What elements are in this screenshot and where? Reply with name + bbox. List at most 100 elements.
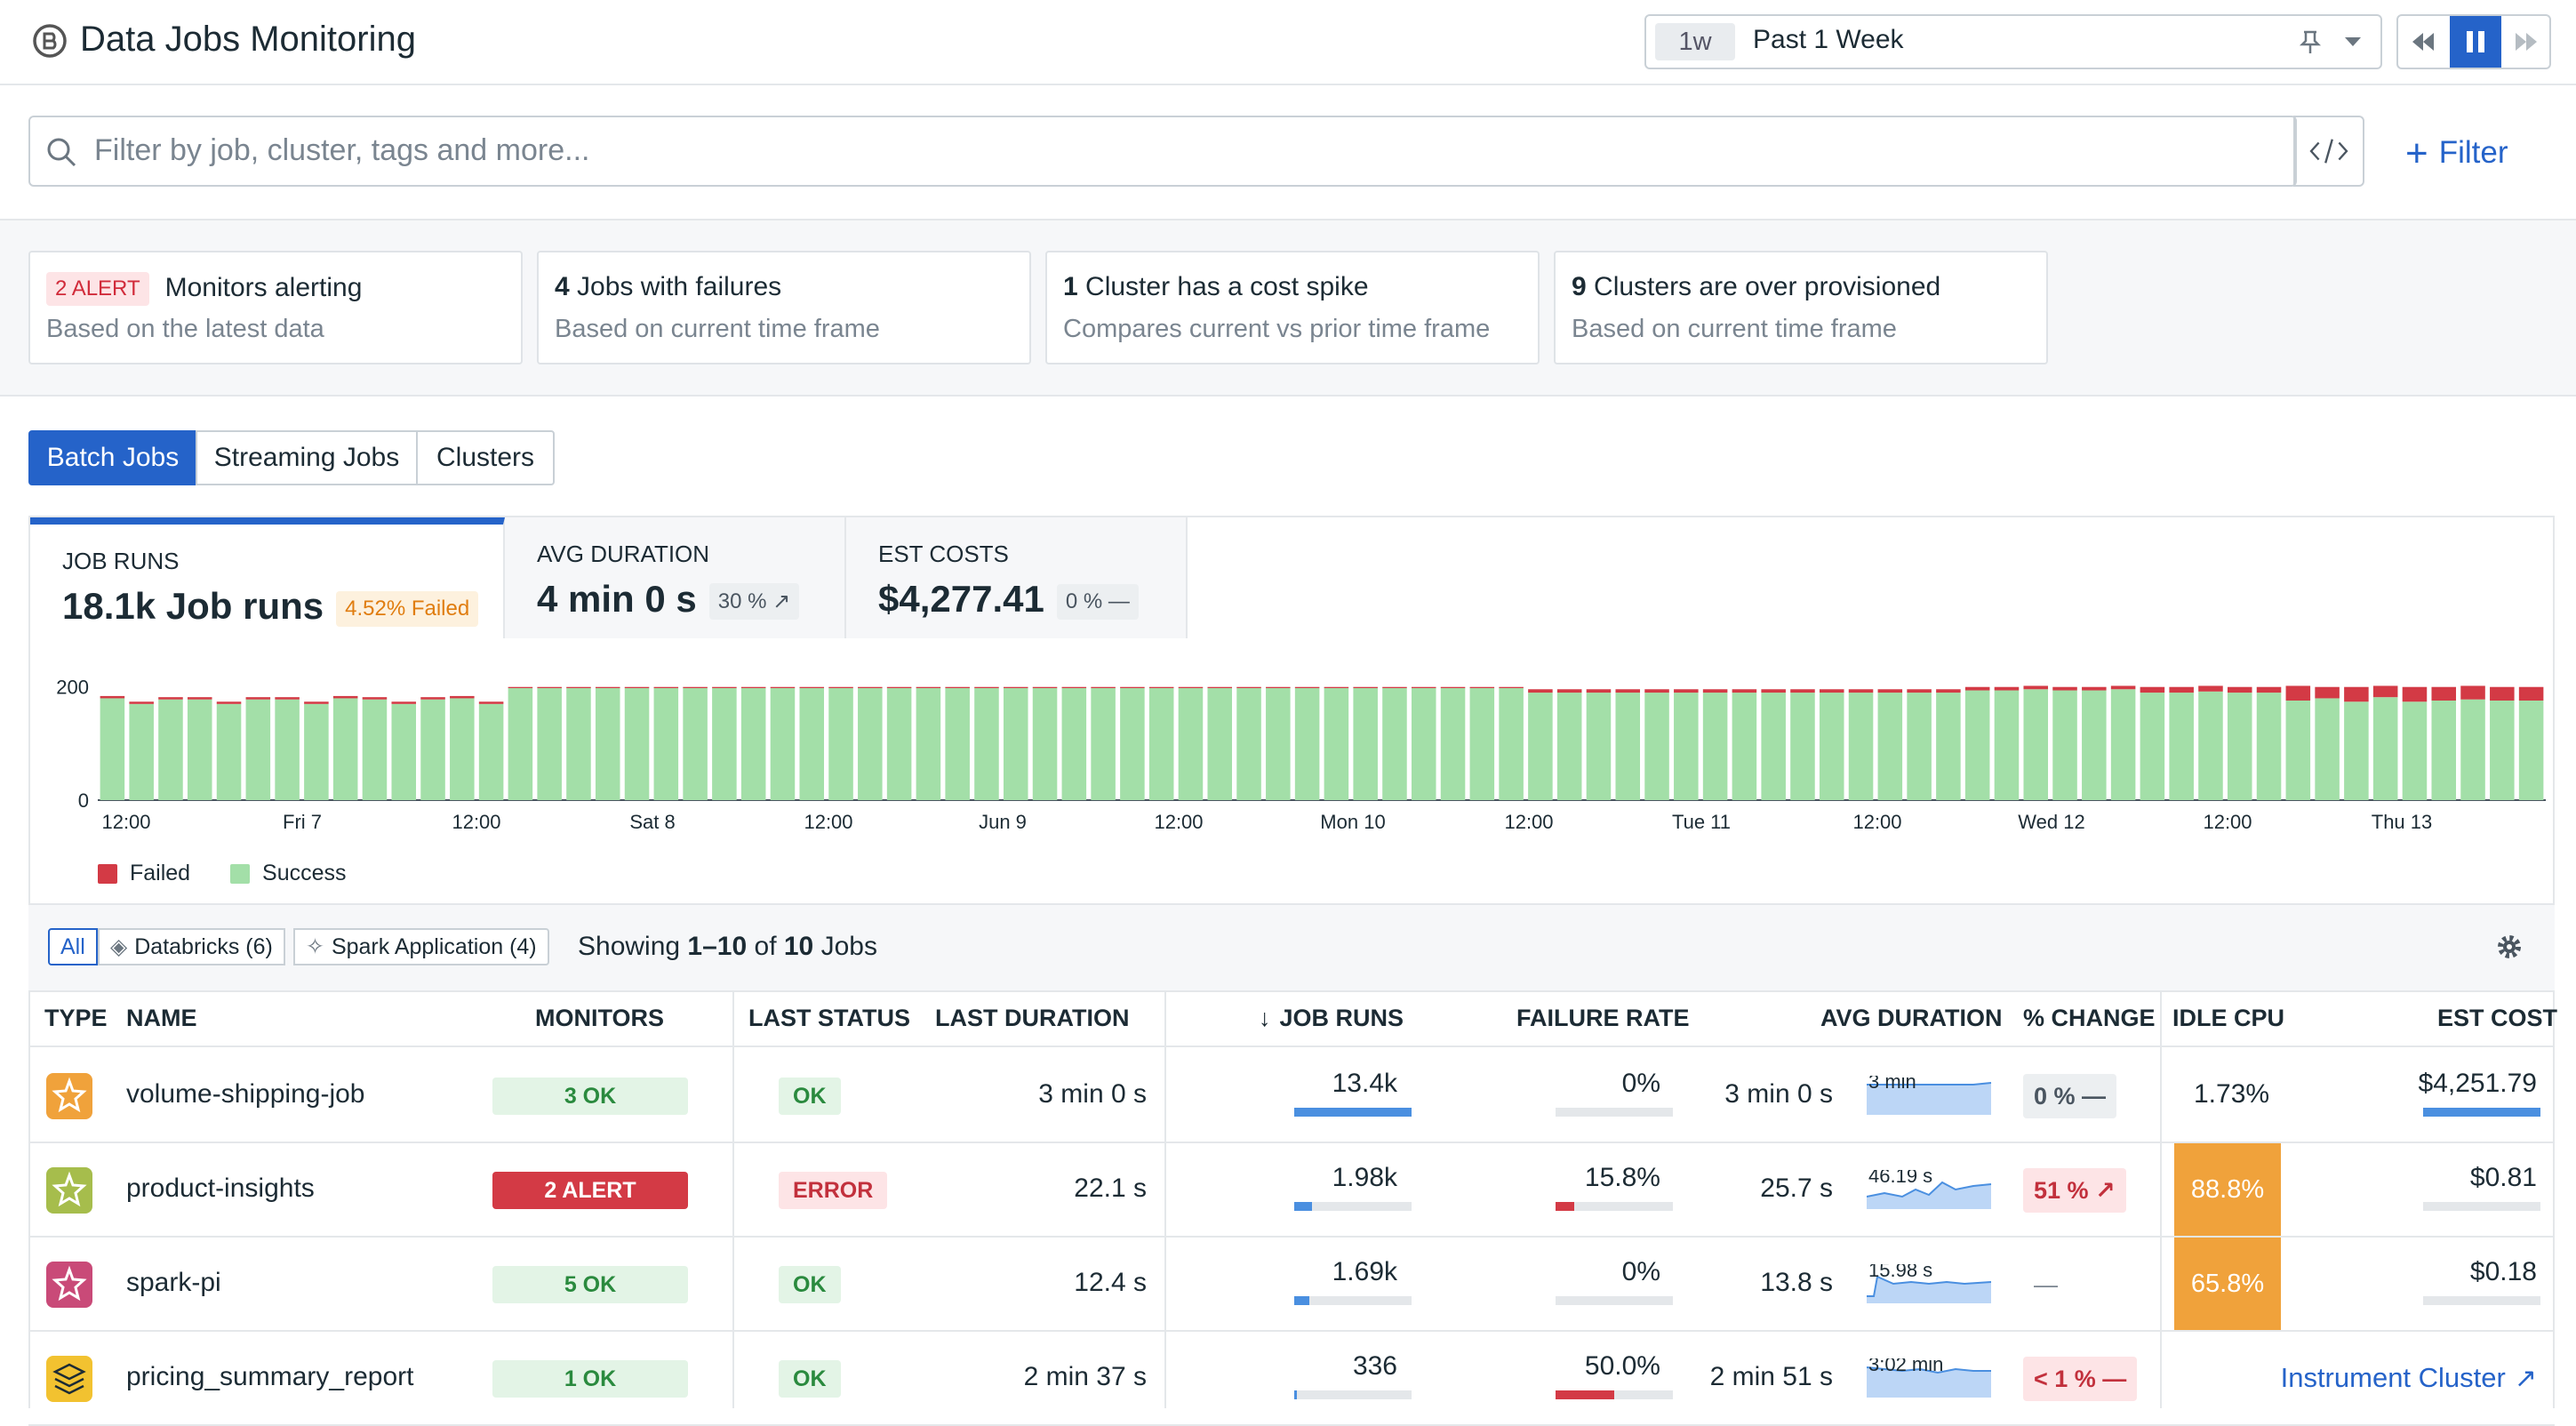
summary-card-cost-spike[interactable]: 1 Cluster has a cost spike Compares curr…	[1045, 251, 1540, 365]
rewind-icon[interactable]	[2398, 16, 2448, 68]
bar-failed[interactable]	[1528, 689, 1553, 693]
bar-success[interactable]	[1353, 688, 1378, 800]
bar-success[interactable]	[391, 703, 417, 800]
bar-success[interactable]	[2052, 690, 2077, 800]
bar-failed[interactable]	[2082, 686, 2107, 691]
bar-success[interactable]	[1499, 688, 1524, 800]
bar-failed[interactable]	[1556, 689, 1582, 693]
job-name-link[interactable]: product-insights	[126, 1174, 315, 1203]
job-name-link[interactable]: volume-shipping-job	[126, 1079, 365, 1109]
bar-success[interactable]	[2315, 698, 2340, 800]
bar-failed[interactable]	[1469, 686, 1495, 688]
col-last-duration[interactable]: LAST DURATION	[935, 1005, 1130, 1031]
bar-failed[interactable]	[2315, 686, 2340, 699]
bar-success[interactable]	[828, 688, 853, 800]
bar-failed[interactable]	[1324, 686, 1349, 688]
bar-success[interactable]	[1440, 688, 1466, 800]
bar-success[interactable]	[2285, 701, 2311, 800]
bar-success[interactable]	[275, 699, 300, 800]
bar-success[interactable]	[1556, 693, 1582, 800]
bar-failed[interactable]	[1615, 689, 1641, 693]
bar-failed[interactable]	[2518, 686, 2544, 701]
bar-failed[interactable]	[2372, 685, 2398, 698]
bar-success[interactable]	[2344, 701, 2369, 800]
bar-failed[interactable]	[1440, 686, 1466, 688]
job-name-link[interactable]: spark-pi	[126, 1268, 221, 1297]
bar-failed[interactable]	[886, 686, 912, 688]
bar-failed[interactable]	[158, 697, 183, 700]
bar-failed[interactable]	[1003, 686, 1028, 688]
bar-success[interactable]	[1644, 693, 1669, 800]
chevron-down-icon[interactable]	[2343, 36, 2363, 48]
bar-failed[interactable]	[508, 686, 533, 688]
bar-success[interactable]	[2227, 693, 2252, 800]
bar-failed[interactable]	[2198, 685, 2223, 692]
legend-success[interactable]: Success	[262, 861, 347, 885]
bar-success[interactable]	[1207, 688, 1233, 800]
bar-success[interactable]	[2402, 701, 2428, 800]
bar-success[interactable]	[245, 699, 271, 800]
bar-failed[interactable]	[275, 697, 300, 700]
bar-success[interactable]	[362, 699, 388, 800]
query-editor-button[interactable]	[2293, 116, 2364, 187]
bar-failed[interactable]	[2490, 686, 2515, 701]
bar-success[interactable]	[537, 688, 562, 800]
gear-icon[interactable]	[2494, 932, 2524, 962]
bar-success[interactable]	[1091, 688, 1116, 800]
bar-success[interactable]	[1964, 690, 1990, 800]
bar-failed[interactable]	[1061, 686, 1087, 688]
bar-success[interactable]	[624, 688, 650, 800]
table-row[interactable]: spark-pi 5 OK OK 12.4 s 1.69k 0% 13.8 s 15.98 …	[28, 1238, 2555, 1332]
bar-success[interactable]	[2256, 693, 2282, 800]
bar-failed[interactable]	[1994, 686, 2020, 691]
bar-failed[interactable]	[1964, 686, 1990, 691]
bar-success[interactable]	[420, 699, 445, 800]
pause-button[interactable]	[2450, 16, 2501, 68]
bar-success[interactable]	[1178, 688, 1204, 800]
bar-failed[interactable]	[1907, 689, 1932, 693]
bar-failed[interactable]	[858, 686, 883, 688]
bar-success[interactable]	[1848, 693, 1874, 800]
bar-failed[interactable]	[1877, 689, 1903, 693]
bar-success[interactable]	[2110, 689, 2136, 800]
bar-success[interactable]	[1382, 688, 1407, 800]
add-filter-button[interactable]: + Filter	[2405, 132, 2508, 176]
bar-failed[interactable]	[450, 695, 475, 699]
monitors-badge[interactable]: 1 OK	[492, 1360, 688, 1398]
bar-success[interactable]	[478, 703, 504, 800]
bar-success[interactable]	[1003, 688, 1028, 800]
col-change[interactable]: % CHANGE	[2023, 1005, 2156, 1031]
bar-failed[interactable]	[129, 701, 154, 704]
bar-failed[interactable]	[770, 686, 796, 688]
bar-success[interactable]	[595, 688, 620, 800]
bar-success[interactable]	[1528, 693, 1553, 800]
bar-failed[interactable]	[2285, 685, 2311, 701]
bar-success[interactable]	[1266, 688, 1291, 800]
bar-success[interactable]	[1790, 693, 1815, 800]
bar-success[interactable]	[2169, 693, 2194, 800]
bar-failed[interactable]	[653, 686, 679, 688]
bar-failed[interactable]	[1353, 686, 1378, 688]
bar-failed[interactable]	[1120, 686, 1145, 688]
bar-success[interactable]	[1877, 693, 1903, 800]
bar-success[interactable]	[332, 698, 358, 800]
bar-success[interactable]	[1148, 688, 1174, 800]
bar-success[interactable]	[1411, 688, 1436, 800]
bar-failed[interactable]	[712, 686, 737, 688]
bar-failed[interactable]	[332, 695, 358, 699]
summary-card-failures[interactable]: 4 Jobs with failures Based on current ti…	[537, 251, 1031, 365]
job-name-link[interactable]: pricing_summary_report	[126, 1362, 414, 1391]
bar-failed[interactable]	[2256, 686, 2282, 693]
bar-failed[interactable]	[2402, 686, 2428, 702]
bar-failed[interactable]	[2344, 686, 2369, 702]
bar-failed[interactable]	[916, 686, 941, 688]
metric-job-runs[interactable]: JOB RUNS 18.1k Job runs 4.52% Failed	[30, 517, 505, 638]
metric-est-costs[interactable]: EST COSTS $4,277.41 0 % —	[846, 517, 1188, 638]
bar-failed[interactable]	[2227, 686, 2252, 693]
pin-icon[interactable]	[2295, 27, 2325, 57]
bar-success[interactable]	[2140, 693, 2165, 800]
bar-failed[interactable]	[1790, 689, 1815, 693]
bar-failed[interactable]	[1382, 686, 1407, 688]
bar-success[interactable]	[683, 688, 708, 800]
bar-success[interactable]	[1586, 693, 1612, 800]
